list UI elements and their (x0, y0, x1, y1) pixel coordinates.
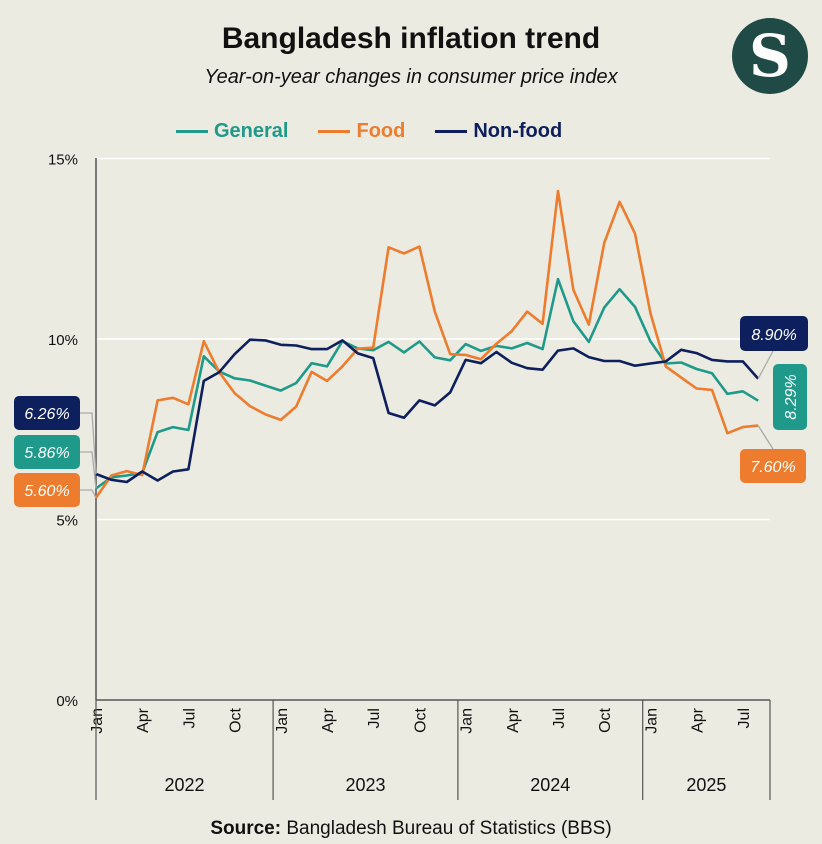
legend-swatch-nonfood (435, 130, 468, 133)
end-label-box-general (773, 364, 807, 430)
source-text: Bangladesh Bureau of Statistics (BBS) (286, 818, 612, 839)
legend: General Food Non-food (176, 120, 562, 143)
x-tick-label: Jan (643, 708, 660, 734)
end-label-general: 8.29% (783, 374, 800, 419)
legend-label-nonfood: Non-food (473, 120, 563, 142)
end-label-food: 7.60% (750, 459, 795, 476)
x-tick-label: Jan (89, 708, 106, 734)
legend-item-general: General (176, 120, 288, 143)
x-tick-label: Apr (135, 707, 152, 733)
start-label-box-general (14, 435, 80, 469)
start-label-nonfood: 6.26% (24, 406, 69, 423)
year-label: 2024 (530, 775, 570, 795)
start-label-general: 5.86% (24, 445, 69, 462)
x-tick-label: Jul (736, 708, 753, 728)
series-line-general (95, 277, 759, 490)
end-label-box-food (740, 449, 806, 483)
x-tick-label: Oct (412, 707, 429, 732)
logo-icon: S (732, 18, 808, 94)
year-label: 2022 (165, 775, 205, 795)
y-tick-label: 15% (48, 152, 78, 169)
x-tick-label: Apr (690, 707, 707, 733)
start-label-box-nonfood (14, 396, 80, 430)
legend-label-general: General (214, 120, 289, 142)
legend-item-food: Food (318, 120, 405, 143)
logo-letter: S (749, 22, 791, 90)
x-tick-label: Apr (505, 707, 522, 733)
legend-swatch-general (176, 130, 208, 133)
x-tick-label: Apr (320, 707, 337, 733)
end-connector-food (757, 425, 774, 450)
start-connector-food (79, 489, 97, 499)
y-tick-label: 5% (56, 513, 78, 530)
year-label: 2023 (345, 775, 385, 795)
x-tick-label: Jul (551, 708, 568, 728)
x-tick-label: Jan (274, 708, 291, 734)
start-label-box-food (14, 473, 80, 507)
legend-label-food: Food (356, 120, 406, 142)
start-connector-nonfood (79, 412, 97, 475)
series-line-nonfood (95, 338, 760, 484)
end-connector-nonfood (757, 350, 774, 380)
x-tick-label: Oct (228, 707, 245, 732)
source-label: Source: (210, 818, 282, 839)
y-tick-label: 10% (48, 332, 78, 349)
start-label-food: 5.60% (24, 483, 69, 500)
chart-subtitle: Year-on-year changes in consumer price i… (204, 66, 618, 88)
x-tick-label: Jul (366, 708, 383, 728)
x-tick-label: Jul (181, 708, 198, 728)
legend-item-nonfood: Non-food (435, 120, 562, 143)
source-note: Source: Bangladesh Bureau of Statistics … (0, 818, 822, 840)
x-tick-label: Jan (459, 708, 476, 734)
x-tick-label: Oct (597, 707, 614, 732)
chart-title: Bangladesh inflation trend (221, 22, 601, 55)
end-label-box-nonfood (740, 316, 808, 351)
start-connector-general (79, 451, 97, 489)
series-line-food (94, 189, 759, 499)
y-tick-label: 0% (56, 693, 78, 710)
year-label: 2025 (686, 775, 726, 795)
legend-swatch-food (318, 130, 351, 133)
end-label-nonfood: 8.90% (751, 327, 796, 344)
